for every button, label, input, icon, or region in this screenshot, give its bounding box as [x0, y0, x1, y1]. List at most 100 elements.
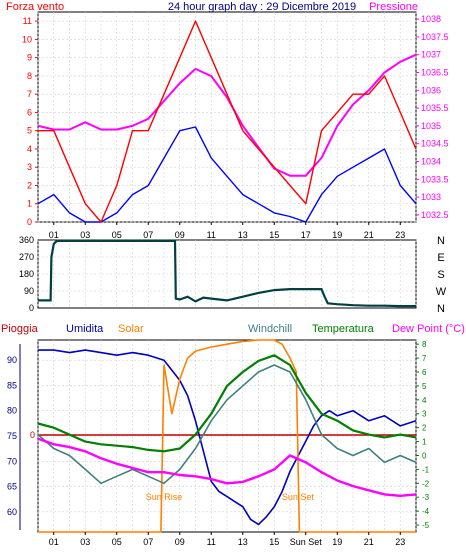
x-tick-label-07: 07: [143, 537, 153, 547]
x-tick-label-15: 15: [269, 537, 279, 547]
direction-tick-label-360: 360: [19, 235, 34, 245]
direction-tick-label-0: 0: [29, 303, 34, 313]
compass-label-w: W: [436, 286, 447, 298]
x-tick-label-21: 21: [364, 230, 374, 240]
series-line-temperatura: [37, 354, 417, 453]
compass-label-n: N: [437, 235, 445, 247]
pressure-tick-label-1035-5: 1035.5: [421, 103, 449, 113]
legend-temperatura: Temperatura: [312, 323, 375, 335]
series-line-solar: [38, 339, 416, 533]
x-tick-label-23: 23: [395, 230, 405, 240]
x-tick-label-23: 23: [395, 537, 405, 547]
legend-dew-point: Dew Point (°C): [392, 323, 465, 335]
legend-umidita: Umidita: [66, 323, 104, 335]
wind-tick-label-11: 11: [23, 16, 32, 26]
x-tick-label-03: 03: [80, 537, 90, 547]
wind-tick-label-6: 6: [27, 107, 32, 117]
wind-axis-title: Forza vento: [6, 1, 64, 13]
pressure-axis-title: Pressione: [369, 1, 418, 13]
compass-label-n: N: [437, 303, 445, 315]
temperature-tick-label-5: -5: [422, 521, 430, 530]
compass-label-e: E: [437, 252, 444, 264]
pressure-tick-label-1038: 1038: [421, 14, 441, 24]
temperature-tick-label-3: 3: [422, 410, 427, 419]
pressure-tick-label-1037-5: 1037.5: [421, 32, 449, 42]
temperature-tick-label-5: 5: [422, 382, 427, 391]
pressure-tick-label-1036: 1036: [421, 85, 441, 95]
wind-tick-label-3: 3: [27, 162, 32, 172]
humidity-tick-label-85: 85: [7, 380, 17, 390]
x-tick-label-05: 05: [112, 230, 122, 240]
x-tick-label-11: 11: [207, 230, 216, 240]
x-tick-label-07: 07: [143, 230, 153, 240]
pressure-tick-label-1037: 1037: [421, 50, 441, 60]
pressure-tick-label-1035: 1035: [421, 121, 441, 131]
humidity-tick-label-75: 75: [7, 431, 17, 441]
pressure-tick-label-1036-5: 1036.5: [421, 68, 449, 78]
x-tick-label-13: 13: [238, 230, 248, 240]
rain-axis-label: 0: [30, 430, 35, 440]
series-line-windchill: [37, 364, 417, 485]
temperature-tick-label-4: -4: [422, 507, 430, 516]
series-line-raffica: [38, 20, 417, 223]
compass-label-s: S: [437, 269, 444, 281]
x-tick-label-11: 11: [207, 537, 216, 547]
wind-tick-label-8: 8: [27, 71, 32, 81]
temperature-tick-label-8: 8: [422, 340, 427, 349]
x-tick-label-05: 05: [112, 537, 122, 547]
wind-tick-label-7: 7: [27, 89, 32, 99]
wind-tick-label-2: 2: [27, 180, 32, 190]
temperature-tick-label-0: 0: [422, 451, 427, 460]
pressure-tick-label-1033: 1033: [421, 192, 441, 202]
x-tick-label-01: 01: [49, 230, 59, 240]
wind-tick-label-1: 1: [27, 199, 32, 209]
temperature-tick-label-3: -3: [422, 493, 430, 502]
temperature-tick-label-1: -1: [422, 465, 430, 474]
temperature-tick-label-7: 7: [422, 354, 427, 363]
temperature-tick-label-2: -2: [422, 479, 430, 488]
wind-tick-label-10: 10: [22, 34, 32, 44]
annotation-sun-rise: Sun Rise: [146, 492, 183, 502]
direction-tick-label-90: 90: [24, 286, 34, 296]
x-tick-label-09: 09: [175, 230, 185, 240]
x-tick-label-01: 01: [49, 537, 59, 547]
humidity-tick-label-65: 65: [7, 482, 17, 492]
chart-title: 24 hour graph day : 29 Dicembre 2019: [168, 1, 356, 13]
wind-tick-label-9: 9: [27, 53, 32, 63]
series-line-direzione: [38, 239, 416, 308]
series-line-dew-point-c: [37, 437, 417, 497]
series-line-umidita: [38, 349, 417, 526]
x-tick-label-sun-set: Sun Set: [290, 537, 323, 547]
x-tick-label-03: 03: [80, 230, 90, 240]
direction-tick-label-270: 270: [19, 252, 34, 262]
series-line-pressione: [37, 53, 417, 177]
direction-tick-label-180: 180: [19, 269, 34, 279]
temperature-tick-label-2: 2: [422, 424, 427, 433]
temperature-tick-label-4: 4: [422, 396, 427, 405]
legend-solar: Solar: [118, 323, 144, 335]
pressure-tick-label-1034-5: 1034.5: [421, 139, 449, 149]
pressure-tick-label-1033-5: 1033.5: [421, 174, 449, 184]
annotation-sun-set: Sun Set: [282, 492, 315, 502]
temperature-tick-label-6: 6: [422, 368, 427, 377]
pressure-tick-label-1034: 1034: [421, 156, 441, 166]
humidity-tick-label-60: 60: [7, 507, 17, 517]
humidity-tick-label-70: 70: [7, 456, 17, 466]
x-tick-label-13: 13: [238, 537, 248, 547]
x-tick-label-19: 19: [332, 537, 342, 547]
x-tick-label-19: 19: [332, 230, 342, 240]
x-tick-label-17: 17: [301, 230, 311, 240]
wind-tick-label-5: 5: [27, 126, 32, 136]
x-tick-label-15: 15: [269, 230, 279, 240]
wind-tick-label-4: 4: [27, 144, 32, 154]
wind-tick-label-0: 0: [27, 217, 32, 227]
humidity-tick-label-90: 90: [7, 355, 17, 365]
temperature-tick-label-1: 1: [422, 438, 427, 447]
x-tick-label-09: 09: [175, 537, 185, 547]
humidity-tick-label-80: 80: [7, 406, 17, 416]
legend-windchill: Windchill: [248, 323, 292, 335]
pressure-tick-label-1032-5: 1032.5: [421, 210, 449, 220]
legend-pioggia: Pioggia: [1, 323, 39, 335]
